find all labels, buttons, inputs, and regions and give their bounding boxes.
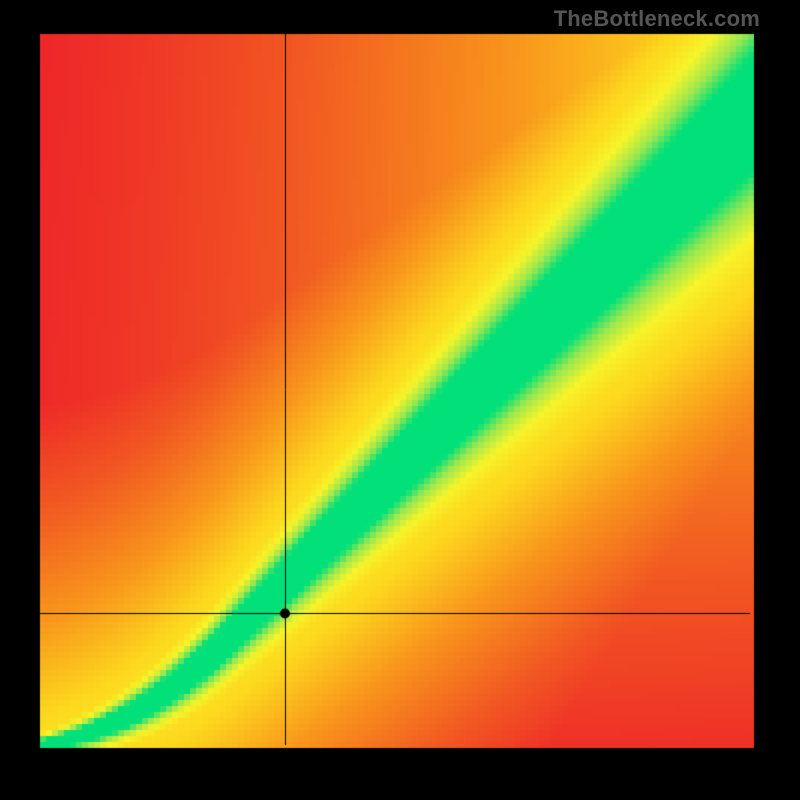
attribution-text: TheBottleneck.com (554, 6, 760, 32)
heatmap-canvas (0, 0, 800, 800)
root: TheBottleneck.com (0, 0, 800, 800)
